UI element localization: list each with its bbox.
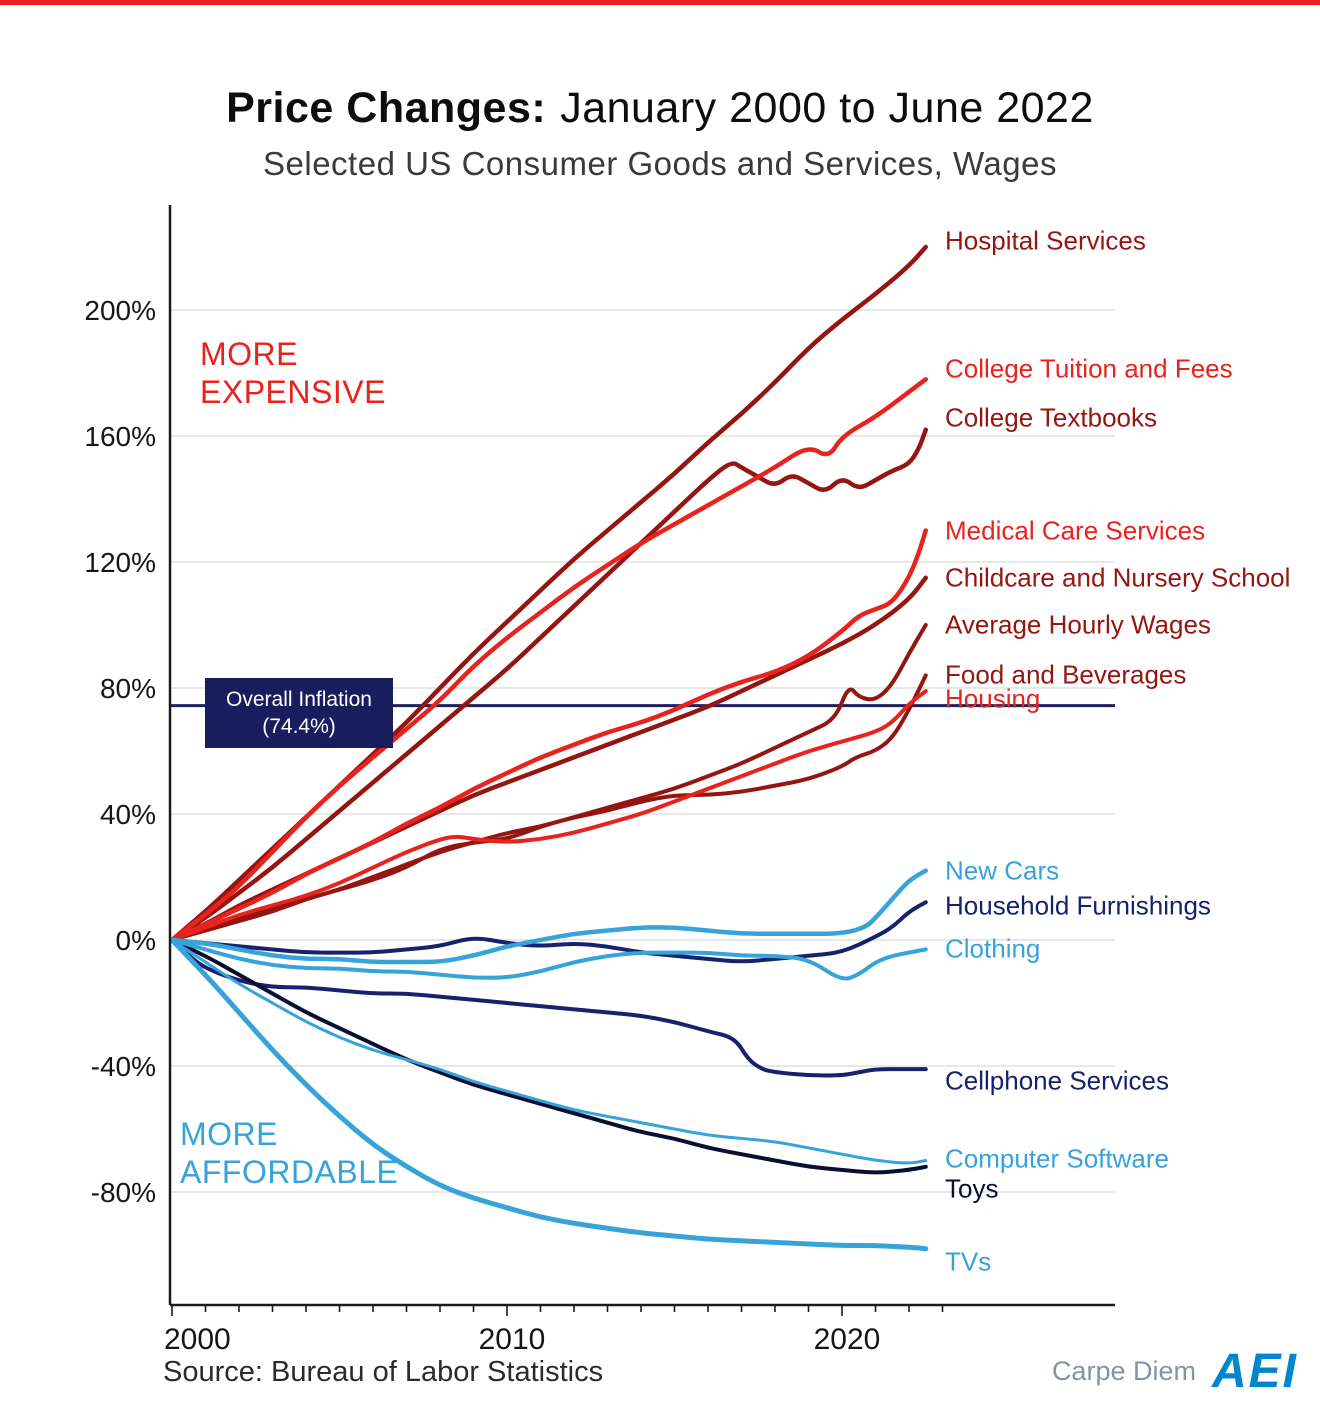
y-tick-label-0: 0%: [116, 925, 156, 956]
overall-inflation-value: (74.4%): [262, 715, 336, 738]
y-tick-label-160: 160%: [84, 421, 156, 452]
x-tick-label-2000: 2000: [164, 1323, 231, 1356]
annotation-more-affordable-line1: MORE: [180, 1116, 278, 1152]
brand-carpe-diem: Carpe Diem: [1051, 1356, 1196, 1386]
chart-subtitle: Selected US Consumer Goods and Services,…: [263, 145, 1057, 182]
overall-inflation-label: Overall Inflation: [226, 687, 372, 711]
chart-title-rest: January 2000 to June 2022: [560, 84, 1094, 132]
series-line-household-furnishings: [170, 900, 928, 964]
y-tick-label-80: 80%: [100, 673, 156, 704]
series-line-college-tuition: [169, 377, 928, 943]
chart-title-bold: Price Changes:: [226, 84, 547, 132]
series-line-housing: [170, 689, 928, 942]
y-tick-label-40: 40%: [100, 799, 156, 830]
y-tick-label--80: -80%: [91, 1177, 156, 1208]
y-tick-label-120: 120%: [84, 547, 156, 578]
series-line-new-cars: [169, 868, 928, 965]
series-line-cellphone-services: [170, 938, 928, 1078]
series-line-clothing: [170, 938, 928, 981]
y-tick-label--40: -40%: [91, 1051, 156, 1082]
top-accent-bar: [0, 0, 1320, 5]
chart-header: Price Changes: January 2000 to June 2022 …: [0, 84, 1320, 183]
x-tick-label-2020: 2020: [814, 1323, 881, 1356]
x-tick-label-2010: 2010: [479, 1323, 546, 1356]
overall-inflation-box: Overall Inflation (74.4%): [205, 678, 393, 748]
series-line-tvs: [169, 937, 929, 1252]
annotation-more-affordable-line2: AFFORDABLE: [180, 1153, 399, 1190]
series-line-college-textbooks: [169, 427, 928, 943]
annotation-more-expensive: MORE EXPENSIVE: [200, 336, 386, 412]
chart-title: Price Changes: January 2000 to June 2022: [0, 84, 1320, 133]
source-note: Source: Bureau of Labor Statistics: [163, 1356, 604, 1388]
series-line-computer-software: [170, 938, 928, 1165]
series-line-average-hourly-wages: [170, 623, 928, 942]
annotation-more-expensive-line2: EXPENSIVE: [200, 373, 386, 410]
series-line-toys: [170, 938, 928, 1175]
brand-footer: Carpe Diem AEI: [1052, 1344, 1298, 1399]
annotation-more-affordable: MORE AFFORDABLE: [180, 1116, 398, 1192]
series-line-medical-care-services: [169, 528, 928, 943]
series-line-food-and-beverages: [170, 673, 928, 942]
y-tick-label-200: 200%: [84, 295, 156, 326]
annotation-more-expensive-line1: MORE: [200, 336, 298, 372]
aei-logo: AEI: [1211, 1345, 1298, 1398]
